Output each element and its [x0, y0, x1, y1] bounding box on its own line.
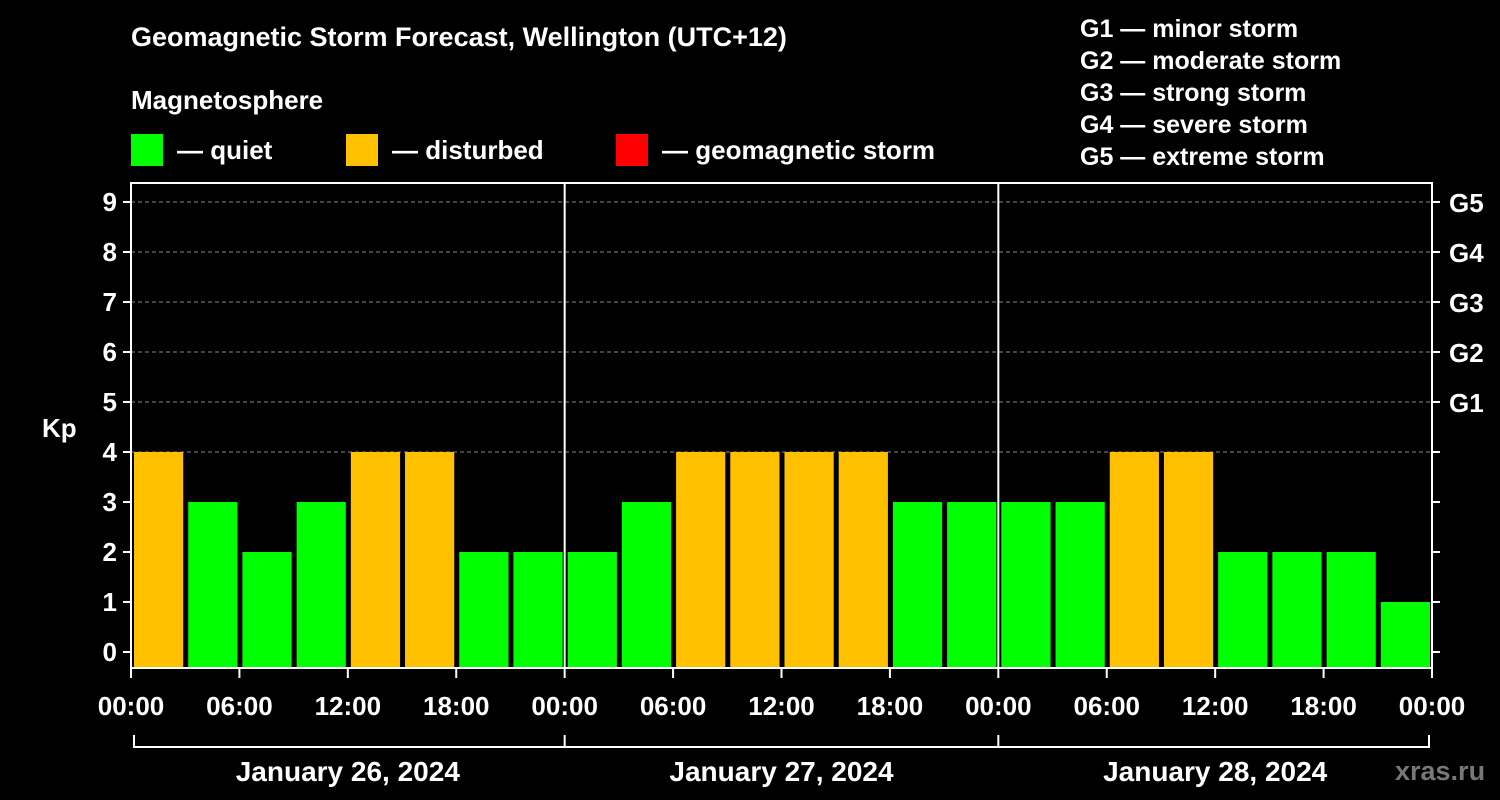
x-tick-label: 12:00 — [748, 691, 815, 721]
kp-bar — [567, 552, 617, 668]
y-tick-label: 0 — [103, 637, 117, 667]
x-tick-label: 00:00 — [98, 691, 165, 721]
y-tick-label: 8 — [103, 237, 117, 267]
storm-level-label: G5 — [1449, 188, 1484, 218]
y-tick-label: 7 — [103, 287, 117, 317]
y-tick-label: 3 — [103, 487, 117, 517]
day-label: January 26, 2024 — [236, 756, 461, 787]
x-tick-label: 00:00 — [1399, 691, 1466, 721]
legend-item-storm: — geomagnetic storm — [616, 134, 935, 166]
kp-bar — [621, 502, 672, 668]
kp-bar — [1163, 452, 1214, 668]
x-tick-label: 00:00 — [531, 691, 598, 721]
kp-bar — [676, 452, 726, 668]
kp-bar — [134, 452, 184, 668]
x-tick-label: 06:00 — [640, 691, 707, 721]
legend-swatch-quiet — [131, 134, 163, 166]
y-tick-label: 5 — [103, 387, 117, 417]
x-tick-label: 06:00 — [1074, 691, 1141, 721]
storm-level-label: G4 — [1449, 238, 1484, 268]
x-tick-label: 12:00 — [1182, 691, 1249, 721]
kp-bar — [1109, 452, 1159, 668]
x-tick-label: 06:00 — [206, 691, 273, 721]
x-tick-label: 12:00 — [315, 691, 382, 721]
watermark: xras.ru — [1395, 756, 1485, 786]
legend-item-quiet: — quiet — [131, 134, 272, 166]
kp-bar — [242, 552, 292, 668]
day-label: January 28, 2024 — [1103, 756, 1328, 787]
legend-swatch-disturbed — [346, 134, 378, 166]
y-axis-label: Kp — [42, 413, 77, 443]
kp-bar — [784, 452, 834, 668]
kp-bar — [1380, 602, 1430, 668]
y-tick-label: 2 — [103, 537, 117, 567]
legend-label-disturbed: — disturbed — [392, 134, 544, 165]
legend-label-storm: — geomagnetic storm — [662, 134, 936, 165]
kp-bar — [513, 552, 563, 668]
storm-scale-g5: G5 — extreme storm — [1080, 143, 1325, 171]
x-tick-label: 18:00 — [857, 691, 924, 721]
kp-bar — [405, 452, 455, 668]
storm-scale-g4: G4 — severe storm — [1080, 111, 1308, 139]
storm-level-label: G2 — [1449, 338, 1484, 368]
x-tick-label: 00:00 — [965, 691, 1032, 721]
kp-bar — [1055, 502, 1105, 668]
chart-title: Geomagnetic Storm Forecast, Wellington (… — [131, 22, 787, 52]
x-tick-label: 18:00 — [1290, 691, 1357, 721]
storm-level-label: G1 — [1449, 388, 1484, 418]
storm-scale-legend: G1 — minor storm G2 — moderate storm G3 … — [1080, 13, 1341, 173]
kp-bar — [1218, 552, 1268, 668]
kp-bar — [947, 502, 997, 668]
y-tick-label: 1 — [103, 587, 117, 617]
day-label: January 27, 2024 — [669, 756, 894, 787]
storm-scale-g2: G2 — moderate storm — [1080, 47, 1342, 75]
kp-bar — [1326, 552, 1376, 668]
kp-bar — [459, 552, 509, 668]
kp-bar — [1272, 552, 1322, 668]
y-tick-label: 6 — [103, 337, 117, 367]
legend-subtitle: Magnetosphere — [131, 85, 324, 115]
legend-swatch-storm — [616, 134, 648, 166]
kp-bar — [730, 452, 780, 668]
kp-bar — [296, 502, 346, 668]
y-tick-label: 4 — [103, 437, 118, 467]
kp-bar — [892, 502, 943, 668]
kp-bar — [188, 502, 238, 668]
y-tick-label: 9 — [103, 187, 117, 217]
legend-item-disturbed: — disturbed — [346, 134, 544, 166]
kp-bar — [1001, 502, 1051, 668]
x-tick-label: 18:00 — [423, 691, 490, 721]
kp-bar — [838, 452, 888, 668]
kp-bar — [350, 452, 401, 668]
storm-scale-g3: G3 — strong storm — [1080, 79, 1307, 107]
storm-scale-g1: G1 — minor storm — [1080, 15, 1299, 43]
storm-level-label: G3 — [1449, 288, 1484, 318]
legend-label-quiet: — quiet — [177, 134, 273, 165]
